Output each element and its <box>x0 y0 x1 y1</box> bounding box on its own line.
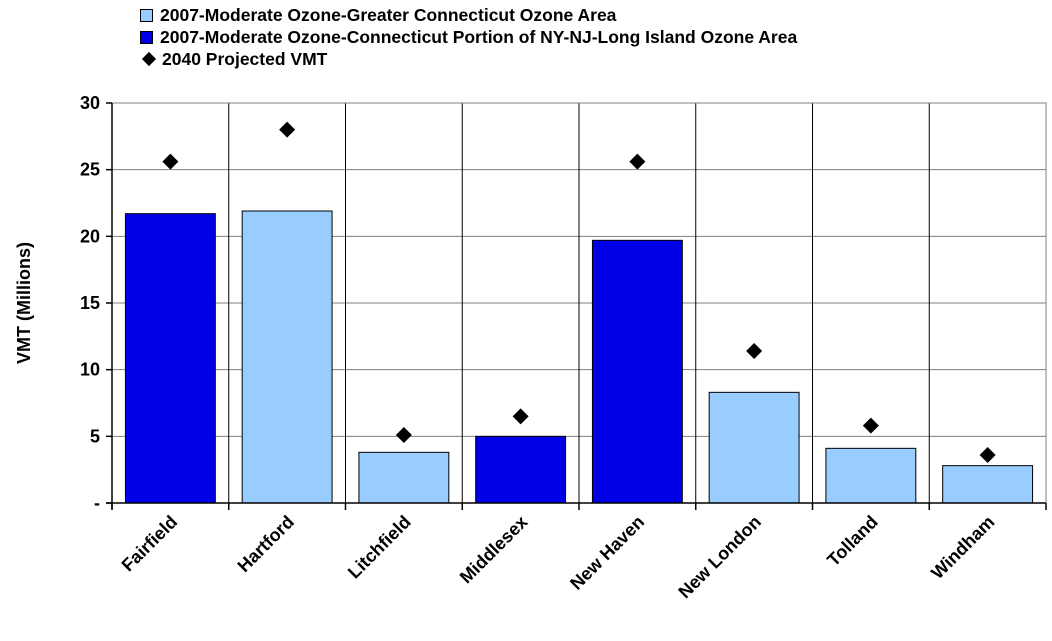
y-tick-label: - <box>94 493 100 513</box>
y-tick-label: 15 <box>80 293 100 313</box>
y-tick-label: 5 <box>90 426 100 446</box>
projected-vmt-marker <box>629 153 646 170</box>
x-tick-label: New Haven <box>566 512 648 594</box>
bar <box>825 447 917 504</box>
x-tick-label: Windham <box>927 512 998 583</box>
legend-swatch-greater-connecticut <box>140 8 153 22</box>
bar <box>124 213 216 504</box>
legend-item-projected-2040: 2040 Projected VMT <box>140 48 797 70</box>
bar <box>358 451 450 504</box>
legend-swatch-connecticut-portion <box>140 30 153 44</box>
y-tick-label: 30 <box>80 93 100 113</box>
bar <box>591 239 683 504</box>
x-tick-label: Middlesex <box>456 512 532 588</box>
legend-label-greater-connecticut: 2007-Moderate Ozone-Greater Connecticut … <box>160 4 617 25</box>
x-tick-label: Fairfield <box>118 512 182 576</box>
x-tick-label: Tolland <box>823 512 881 570</box>
legend: 2007-Moderate Ozone-Greater Connecticut … <box>140 4 797 70</box>
y-axis-title: VMT (Millions) <box>14 242 34 364</box>
y-tick-label: 10 <box>80 360 100 380</box>
legend-item-connecticut-portion: 2007-Moderate Ozone-Connecticut Portion … <box>140 26 797 48</box>
x-tick-label: Hartford <box>234 512 298 576</box>
projected-vmt-marker <box>746 343 763 359</box>
legend-label-projected-2040: 2040 Projected VMT <box>162 48 328 69</box>
y-tick-label: 20 <box>80 226 100 246</box>
x-tick-label: Litchfield <box>344 512 415 583</box>
legend-label-connecticut-portion: 2007-Moderate Ozone-Connecticut Portion … <box>160 26 798 47</box>
projected-vmt-marker <box>279 121 296 138</box>
bar <box>475 435 567 504</box>
bar <box>241 210 333 504</box>
projected-vmt-marker <box>862 417 879 434</box>
projected-vmt-marker <box>395 427 412 443</box>
bar <box>708 391 800 504</box>
x-tick-label: New London <box>674 512 764 602</box>
projected-vmt-marker <box>979 447 996 463</box>
y-tick-label: 25 <box>80 160 100 180</box>
projected-vmt-marker <box>512 408 529 425</box>
legend-item-greater-connecticut: 2007-Moderate Ozone-Greater Connecticut … <box>140 4 797 26</box>
bar <box>942 465 1034 504</box>
projected-vmt-marker <box>162 153 179 170</box>
